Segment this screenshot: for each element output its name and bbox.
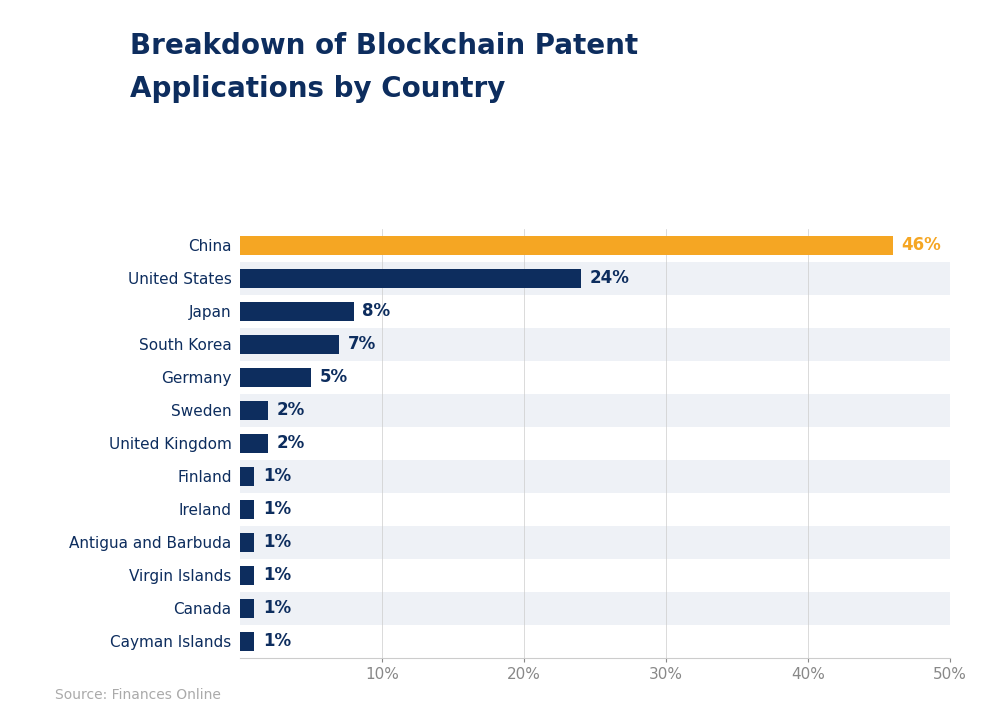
- Bar: [240, 632, 254, 651]
- Text: 1%: 1%: [263, 468, 291, 485]
- Bar: [240, 368, 311, 387]
- Bar: [240, 559, 950, 592]
- Text: 1%: 1%: [263, 566, 291, 584]
- Bar: [240, 467, 254, 486]
- Text: 2%: 2%: [277, 401, 305, 419]
- Bar: [240, 566, 254, 585]
- Bar: [240, 427, 950, 460]
- Bar: [240, 229, 950, 262]
- Bar: [240, 295, 950, 327]
- Bar: [240, 625, 950, 658]
- Text: 2%: 2%: [277, 434, 305, 453]
- Bar: [240, 236, 893, 255]
- Text: Source: Finances Online: Source: Finances Online: [55, 688, 221, 702]
- Bar: [240, 269, 581, 288]
- Text: Applications by Country: Applications by Country: [130, 75, 505, 103]
- Text: 24%: 24%: [589, 270, 629, 287]
- Text: 1%: 1%: [263, 599, 291, 617]
- Bar: [240, 400, 268, 420]
- Bar: [240, 526, 950, 559]
- Text: 1%: 1%: [263, 500, 291, 518]
- Bar: [240, 262, 950, 295]
- Text: Breakdown of Blockchain Patent: Breakdown of Blockchain Patent: [130, 32, 638, 60]
- Bar: [240, 434, 268, 453]
- Text: 8%: 8%: [362, 302, 390, 320]
- Bar: [240, 598, 254, 618]
- Bar: [240, 327, 950, 361]
- Bar: [240, 533, 254, 552]
- Bar: [240, 460, 950, 493]
- Bar: [240, 335, 339, 354]
- Bar: [240, 493, 950, 526]
- Text: 46%: 46%: [902, 236, 941, 255]
- Bar: [240, 361, 950, 394]
- Bar: [240, 302, 354, 321]
- Bar: [240, 394, 950, 427]
- Text: 1%: 1%: [263, 533, 291, 551]
- Text: 5%: 5%: [320, 368, 348, 386]
- Bar: [240, 592, 950, 625]
- Bar: [240, 500, 254, 519]
- Text: 7%: 7%: [348, 335, 376, 353]
- Text: 1%: 1%: [263, 632, 291, 651]
